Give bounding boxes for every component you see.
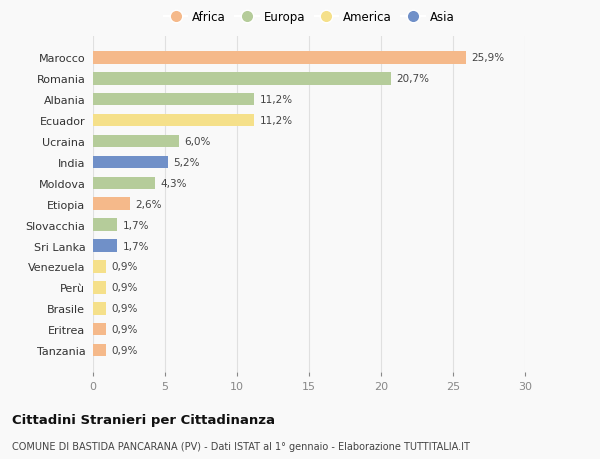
Text: 0,9%: 0,9%	[111, 262, 137, 272]
Bar	[93, 198, 130, 211]
Text: 20,7%: 20,7%	[396, 74, 429, 84]
Text: 4,3%: 4,3%	[160, 179, 187, 188]
Text: 0,9%: 0,9%	[111, 325, 137, 335]
Bar	[93, 302, 106, 315]
Text: Cittadini Stranieri per Cittadinanza: Cittadini Stranieri per Cittadinanza	[12, 413, 275, 426]
Legend: Africa, Europa, America, Asia: Africa, Europa, America, Asia	[160, 7, 458, 28]
Bar	[93, 52, 466, 64]
Bar	[93, 219, 118, 231]
Bar	[93, 156, 168, 169]
Bar	[93, 344, 106, 357]
Text: COMUNE DI BASTIDA PANCARANA (PV) - Dati ISTAT al 1° gennaio - Elaborazione TUTTI: COMUNE DI BASTIDA PANCARANA (PV) - Dati …	[12, 441, 470, 451]
Bar	[93, 94, 254, 106]
Text: 6,0%: 6,0%	[184, 137, 211, 147]
Text: 5,2%: 5,2%	[173, 157, 199, 168]
Text: 1,7%: 1,7%	[122, 220, 149, 230]
Bar	[93, 73, 391, 85]
Text: 11,2%: 11,2%	[259, 95, 292, 105]
Bar	[93, 281, 106, 294]
Bar	[93, 261, 106, 273]
Bar	[93, 323, 106, 336]
Text: 0,9%: 0,9%	[111, 283, 137, 293]
Text: 1,7%: 1,7%	[122, 241, 149, 251]
Bar	[93, 115, 254, 127]
Text: 25,9%: 25,9%	[471, 53, 504, 63]
Text: 0,9%: 0,9%	[111, 303, 137, 313]
Text: 2,6%: 2,6%	[136, 199, 162, 209]
Bar	[93, 177, 155, 190]
Text: 0,9%: 0,9%	[111, 345, 137, 355]
Bar	[93, 135, 179, 148]
Bar	[93, 240, 118, 252]
Text: 11,2%: 11,2%	[259, 116, 292, 126]
